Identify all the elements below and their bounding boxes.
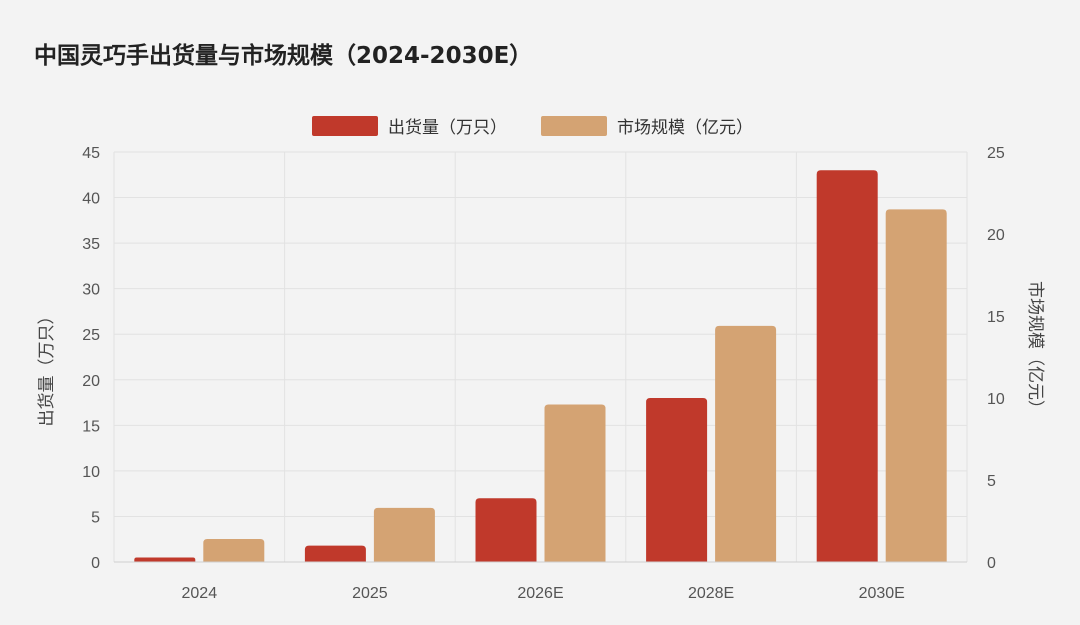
- y2-axis-title: 市场规模（亿元）: [1025, 281, 1045, 417]
- bar-market-size: [203, 539, 265, 562]
- bar-market-size: [715, 325, 777, 562]
- legend: 出货量（万只） 市场规模（亿元）: [312, 116, 753, 138]
- y-axis-title: 出货量（万只）: [37, 308, 57, 427]
- y2-tick-label: 0: [987, 555, 996, 572]
- x-tick-label: 2025: [352, 585, 388, 602]
- y2-tick-label: 15: [987, 309, 1005, 326]
- y2-tick-label: 20: [987, 227, 1005, 244]
- legend-label: 出货量（万只）: [388, 118, 507, 138]
- bars: [134, 170, 947, 562]
- bar-shipments: [475, 498, 537, 562]
- y-tick-label: 30: [82, 282, 100, 299]
- bar-market-size: [544, 404, 606, 562]
- y-tick-label: 25: [82, 327, 100, 344]
- bar-shipments: [816, 170, 878, 562]
- y-tick-label: 5: [91, 509, 100, 526]
- y-tick-label: 0: [91, 555, 100, 572]
- bar-market-size: [373, 507, 435, 562]
- legend-swatch: [312, 116, 378, 136]
- y-tick-label: 15: [82, 418, 100, 435]
- y-tick-label: 45: [82, 145, 100, 162]
- y2-tick-label: 10: [987, 391, 1005, 408]
- bar-shipments: [304, 545, 366, 562]
- x-tick-label: 2026E: [517, 585, 563, 602]
- legend-swatch: [541, 116, 607, 136]
- grid-lines: [113, 151, 968, 563]
- x-tick-label: 2028E: [688, 585, 734, 602]
- x-tick-label: 2030E: [859, 585, 905, 602]
- bar-shipments: [646, 398, 708, 562]
- legend-label: 市场规模（亿元）: [617, 118, 753, 138]
- y-tick-label: 20: [82, 373, 100, 390]
- chart-title: 中国灵巧手出货量与市场规模（2024-2030E）: [34, 43, 533, 69]
- x-tick-label: 2024: [182, 585, 218, 602]
- bar-shipments: [134, 557, 196, 562]
- y2-tick-label: 25: [987, 145, 1005, 162]
- y2-tick-label: 5: [987, 473, 996, 490]
- bar-market-size: [885, 209, 947, 562]
- y-tick-label: 35: [82, 236, 100, 253]
- y-tick-label: 10: [82, 464, 100, 481]
- y-tick-label: 40: [82, 191, 100, 208]
